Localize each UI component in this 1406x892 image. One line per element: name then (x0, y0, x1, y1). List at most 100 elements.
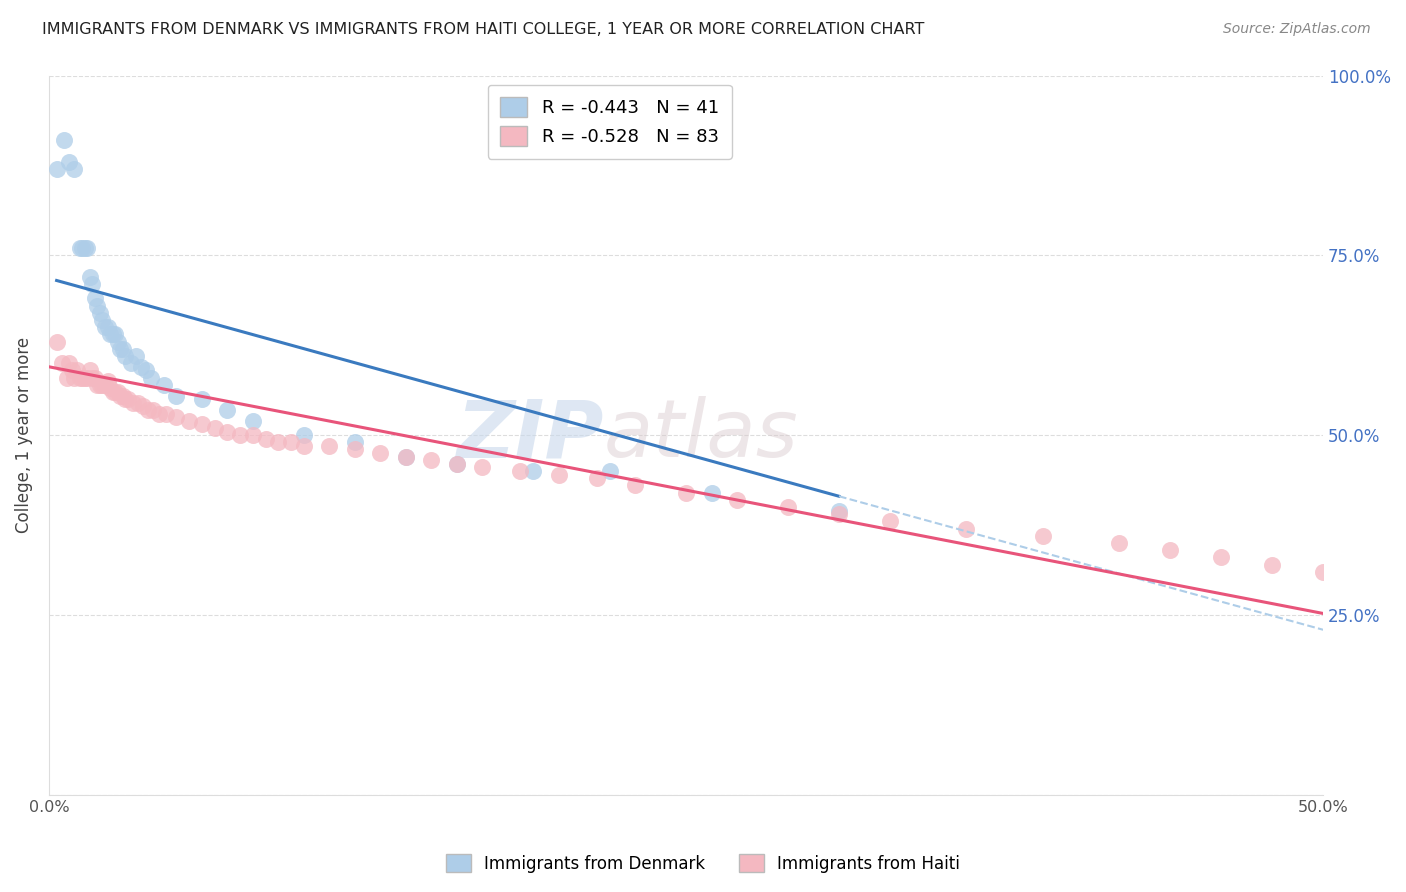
Point (114, 349, 136, 363)
Point (292, 439, 315, 453)
Point (522, 464, 544, 478)
Point (229, 428, 252, 442)
Point (343, 442, 366, 457)
Point (217, 403, 239, 417)
Point (191, 392, 214, 406)
Point (138, 403, 160, 417)
Point (148, 407, 170, 421)
Point (83, 370, 105, 384)
Point (63, 370, 86, 384)
Point (97, 374, 120, 388)
Point (204, 421, 226, 435)
Point (142, 403, 165, 417)
Point (155, 407, 177, 421)
Point (63, 161, 86, 176)
Point (73, 241, 96, 255)
Point (110, 342, 132, 356)
Point (1211, 550, 1233, 565)
Point (267, 435, 290, 450)
Point (70, 241, 93, 255)
Point (165, 388, 187, 402)
Point (1261, 558, 1284, 572)
Point (700, 485, 723, 500)
Point (86, 299, 108, 313)
Text: atlas: atlas (603, 396, 799, 475)
Point (586, 471, 609, 485)
Point (509, 464, 531, 478)
Point (98, 381, 121, 395)
Point (1362, 572, 1385, 586)
Point (111, 342, 134, 356)
Point (395, 450, 418, 464)
Point (368, 446, 391, 460)
Point (94, 377, 117, 392)
Point (104, 327, 127, 342)
Legend: R = -0.443   N = 41, R = -0.528   N = 83: R = -0.443 N = 41, R = -0.528 N = 83 (488, 85, 731, 159)
Point (165, 410, 187, 425)
Point (101, 327, 124, 342)
Point (135, 363, 157, 377)
Point (828, 507, 851, 521)
Point (94, 320, 117, 334)
Point (70, 370, 93, 384)
Point (1032, 529, 1054, 543)
Point (191, 417, 214, 432)
Legend: Immigrants from Denmark, Immigrants from Haiti: Immigrants from Denmark, Immigrants from… (439, 847, 967, 880)
Point (45, 161, 67, 176)
Point (828, 503, 851, 517)
Point (110, 388, 132, 402)
Text: IMMIGRANTS FROM DENMARK VS IMMIGRANTS FROM HAITI COLLEGE, 1 YEAR OR MORE CORRELA: IMMIGRANTS FROM DENMARK VS IMMIGRANTS FR… (42, 22, 925, 37)
Point (179, 414, 201, 428)
Text: ZIP: ZIP (456, 396, 603, 475)
Point (129, 359, 152, 374)
Point (104, 384, 127, 399)
Point (280, 435, 302, 450)
Point (217, 425, 239, 439)
Point (599, 464, 621, 478)
Point (89, 306, 111, 320)
Point (127, 396, 149, 410)
Point (83, 292, 105, 306)
Point (132, 400, 155, 414)
Point (107, 384, 129, 399)
Point (292, 428, 315, 442)
Point (547, 467, 569, 482)
Point (91, 377, 114, 392)
Point (776, 500, 799, 514)
Point (73, 370, 96, 384)
Point (79, 363, 101, 377)
Point (111, 388, 134, 402)
Point (82, 370, 104, 384)
Point (395, 450, 418, 464)
Point (254, 432, 277, 446)
Point (97, 320, 120, 334)
Point (1108, 536, 1130, 550)
Point (242, 428, 264, 442)
Point (60, 363, 83, 377)
Point (98, 327, 121, 342)
Point (82, 277, 104, 291)
Y-axis label: College, 1 year or more: College, 1 year or more (15, 337, 32, 533)
Point (446, 457, 468, 471)
Point (124, 349, 146, 363)
Point (318, 439, 340, 453)
Point (114, 392, 136, 406)
Point (120, 356, 142, 370)
Point (69, 370, 91, 384)
Point (101, 384, 124, 399)
Point (66, 363, 89, 377)
Point (471, 460, 494, 475)
Point (89, 377, 111, 392)
Point (107, 334, 129, 349)
Point (53, 133, 76, 147)
Point (91, 313, 114, 327)
Point (58, 356, 80, 370)
Text: Source: ZipAtlas.com: Source: ZipAtlas.com (1223, 22, 1371, 37)
Point (624, 478, 647, 492)
Point (69, 241, 91, 255)
Point (58, 154, 80, 169)
Point (446, 457, 468, 471)
Point (343, 435, 366, 450)
Point (45, 334, 67, 349)
Point (76, 241, 98, 255)
